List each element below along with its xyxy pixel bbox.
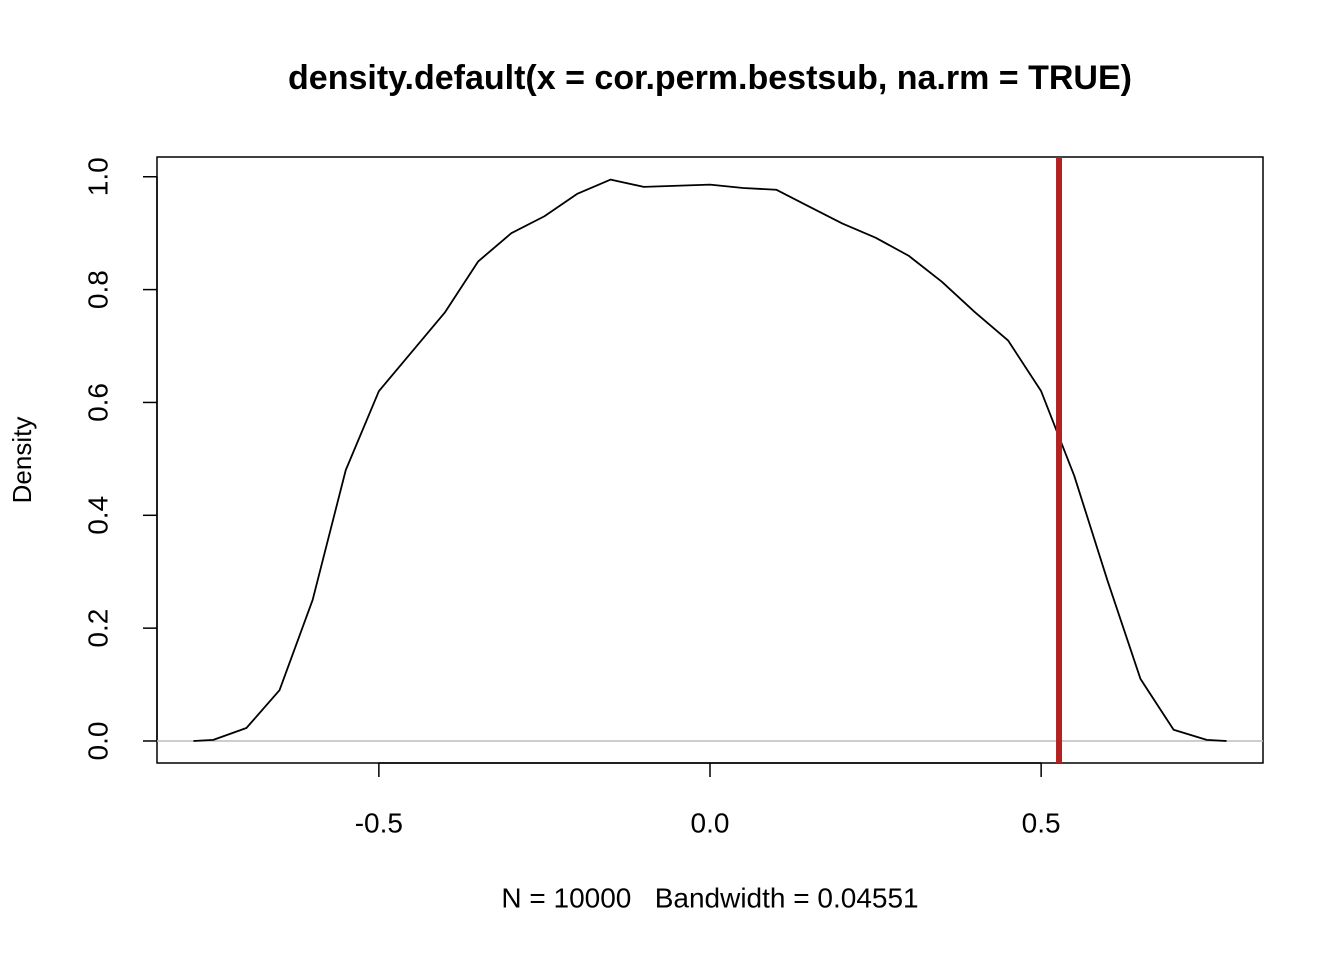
- x-tick-label: -0.5: [355, 807, 403, 838]
- density-line: [193, 178, 1227, 742]
- y-tick-label: 1.0: [82, 157, 113, 196]
- y-tick-label: 0.8: [82, 270, 113, 309]
- x-tick-label: 0.0: [691, 807, 730, 838]
- y-tick-label: 0.0: [82, 722, 113, 761]
- x-tick-label: 0.5: [1022, 807, 1061, 838]
- chart-title: density.default(x = cor.perm.bestsub, na…: [288, 59, 1132, 97]
- y-axis-label: Density: [7, 417, 37, 504]
- y-tick-label: 0.2: [82, 609, 113, 648]
- y-tick-label: 0.4: [82, 496, 113, 535]
- y-tick-label: 0.6: [82, 383, 113, 422]
- x-axis-label: N = 10000 Bandwidth = 0.04551: [501, 882, 918, 913]
